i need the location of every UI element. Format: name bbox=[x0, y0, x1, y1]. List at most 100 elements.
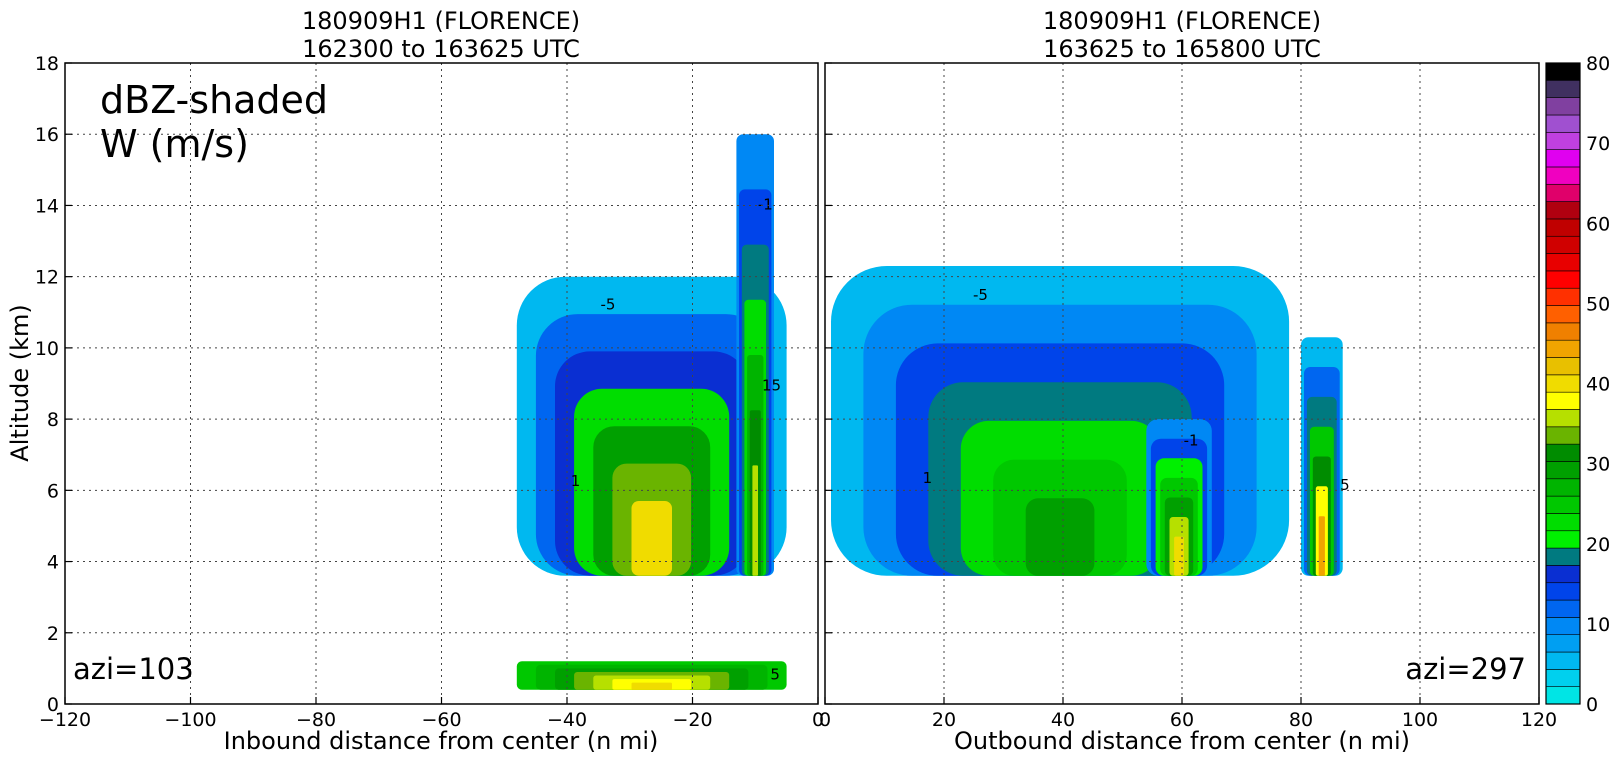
colorbar-swatch-15 bbox=[1545, 426, 1581, 445]
colorbar-swatch-33 bbox=[1545, 114, 1581, 133]
right-xtick-label-3: 60 bbox=[1170, 709, 1194, 731]
colorbar-swatch-7 bbox=[1545, 565, 1581, 584]
left-echo-2-layer-6 bbox=[631, 682, 672, 690]
left-x-axis-label: Inbound distance from center (n mi) bbox=[224, 727, 659, 755]
left-w-contour-label-1: -1 bbox=[758, 195, 773, 213]
right-frame bbox=[824, 62, 1540, 705]
colorbar-swatch-30 bbox=[1545, 166, 1581, 185]
colorbar-swatch-27 bbox=[1545, 218, 1581, 237]
left-frame bbox=[64, 62, 819, 705]
colorbar-swatch-20 bbox=[1545, 339, 1581, 358]
colorbar-swatch-2 bbox=[1545, 651, 1581, 670]
overlay-label-dbz: dBZ-shaded bbox=[100, 78, 328, 122]
right-w-contour-label-1: -1 bbox=[1184, 432, 1199, 450]
colorbar-swatch-23 bbox=[1545, 287, 1581, 306]
left-x-ticks: −120 −100 −80 −60 −40 −20 0 bbox=[39, 709, 824, 731]
ytick-label-5: 10 bbox=[35, 338, 59, 360]
colorbar-swatch-14 bbox=[1545, 443, 1581, 462]
colorbar-swatch-13 bbox=[1545, 461, 1581, 480]
colorbar-swatch-26 bbox=[1545, 235, 1581, 254]
left-xtick-label-0: −120 bbox=[39, 709, 91, 731]
colorbar-swatch-19 bbox=[1545, 357, 1581, 376]
colorbar-swatch-35 bbox=[1545, 80, 1581, 98]
colorbar-ticks: 0 10 20 30 40 50 60 70 80 bbox=[1586, 53, 1610, 716]
colorbar-tick-label-4: 40 bbox=[1586, 374, 1610, 396]
left-w-contour-label-2: 5 bbox=[770, 665, 780, 683]
ytick-label-1: 2 bbox=[47, 623, 59, 645]
right-w-contour-label-2: 5 bbox=[1340, 476, 1350, 494]
right-echo-1-layer-6 bbox=[1174, 536, 1184, 576]
ytick-label-7: 14 bbox=[35, 195, 59, 217]
right-xtick-label-5: 100 bbox=[1402, 709, 1438, 731]
left-y-ticks: 0 2 4 6 8 10 12 14 16 18 bbox=[35, 53, 59, 716]
colorbar-swatch-24 bbox=[1545, 270, 1581, 289]
y-axis-label: Altitude (km) bbox=[6, 304, 34, 461]
right-w-contour-label-0: 1 bbox=[923, 469, 933, 487]
colorbar bbox=[1545, 62, 1581, 705]
right-xtick-label-0: 0 bbox=[819, 709, 831, 731]
colorbar-swatch-21 bbox=[1545, 322, 1581, 341]
ytick-label-8: 16 bbox=[35, 124, 59, 146]
left-w-contour-label-4: 15 bbox=[762, 376, 781, 394]
right-w-contour-label-3: -5 bbox=[973, 286, 988, 304]
right-echo-0-layer-6 bbox=[1025, 498, 1095, 576]
colorbar-swatch-8 bbox=[1545, 547, 1581, 566]
colorbar-swatch-34 bbox=[1545, 97, 1581, 116]
colorbar-swatch-32 bbox=[1545, 132, 1581, 150]
colorbar-swatch-0 bbox=[1545, 686, 1581, 705]
right-title-line2: 163625 to 165800 UTC bbox=[1043, 35, 1321, 63]
colorbar-swatch-25 bbox=[1545, 253, 1581, 272]
colorbar-swatch-29 bbox=[1545, 183, 1581, 202]
right-xtick-label-6: 120 bbox=[1521, 709, 1557, 731]
left-xtick-label-5: −20 bbox=[672, 709, 712, 731]
colorbar-swatch-31 bbox=[1545, 149, 1581, 168]
left-title-line2: 162300 to 163625 UTC bbox=[302, 35, 580, 63]
right-plot-area: 1 -1 5 -5 bbox=[831, 266, 1350, 576]
colorbar-swatch-6 bbox=[1545, 582, 1581, 601]
right-title-line1: 180909H1 (FLORENCE) bbox=[1043, 7, 1321, 35]
left-plot-area: 1 -1 5 -5 15 bbox=[516, 134, 787, 690]
colorbar-swatch-9 bbox=[1545, 530, 1581, 549]
left-w-contour-label-0: 1 bbox=[571, 472, 581, 490]
left-panel: 1 -1 5 -5 15 −120 −100 −80 −60 −40 −20 0 0 2 4 6 8 10 12… bbox=[35, 7, 824, 755]
right-echo-2-layer-6 bbox=[1318, 516, 1325, 576]
left-azimuth-label: azi=103 bbox=[73, 652, 194, 686]
colorbar-tick-label-6: 60 bbox=[1586, 213, 1610, 235]
left-xtick-label-3: −60 bbox=[421, 709, 461, 731]
colorbar-tick-label-2: 20 bbox=[1586, 534, 1610, 556]
left-xtick-label-2: −80 bbox=[296, 709, 336, 731]
colorbar-swatch-17 bbox=[1545, 391, 1581, 410]
left-echo-0-layer-6 bbox=[631, 501, 672, 576]
ytick-label-4: 8 bbox=[47, 409, 59, 431]
colorbar-swatch-28 bbox=[1545, 201, 1581, 220]
colorbar-tick-label-1: 10 bbox=[1586, 614, 1610, 636]
left-xtick-label-6: 0 bbox=[812, 709, 824, 731]
colorbar-swatch-12 bbox=[1545, 478, 1581, 497]
ytick-label-3: 6 bbox=[47, 480, 59, 502]
colorbar-swatch-4 bbox=[1545, 617, 1581, 636]
colorbar-tick-label-3: 30 bbox=[1586, 454, 1610, 476]
colorbar-frame bbox=[1545, 62, 1581, 705]
right-x-ticks: 0 20 40 60 80 100 120 bbox=[819, 709, 1557, 731]
right-xtick-label-2: 40 bbox=[1051, 709, 1075, 731]
colorbar-tick-label-5: 50 bbox=[1586, 293, 1610, 315]
colorbar-swatch-5 bbox=[1545, 599, 1581, 618]
right-azimuth-label: azi=297 bbox=[1405, 652, 1526, 686]
left-title-line1: 180909H1 (FLORENCE) bbox=[302, 7, 580, 35]
right-grid bbox=[824, 62, 1540, 705]
ytick-label-6: 12 bbox=[35, 267, 59, 289]
colorbar-swatch-16 bbox=[1545, 409, 1581, 428]
left-xtick-label-4: −40 bbox=[547, 709, 587, 731]
colorbar-tick-label-8: 80 bbox=[1586, 53, 1610, 75]
right-x-axis-label: Outbound distance from center (n mi) bbox=[954, 727, 1410, 755]
colorbar-tick-label-7: 70 bbox=[1586, 133, 1610, 155]
colorbar-swatch-36 bbox=[1545, 62, 1581, 81]
ytick-label-2: 4 bbox=[47, 552, 59, 574]
colorbar-swatch-11 bbox=[1545, 495, 1581, 514]
colorbar-swatch-18 bbox=[1545, 374, 1581, 393]
colorbar-tick-label-0: 0 bbox=[1586, 694, 1598, 716]
left-echo-1-layer-6 bbox=[752, 465, 758, 576]
overlay-label-w: W (m/s) bbox=[100, 122, 249, 166]
colorbar-swatch-10 bbox=[1545, 513, 1581, 532]
